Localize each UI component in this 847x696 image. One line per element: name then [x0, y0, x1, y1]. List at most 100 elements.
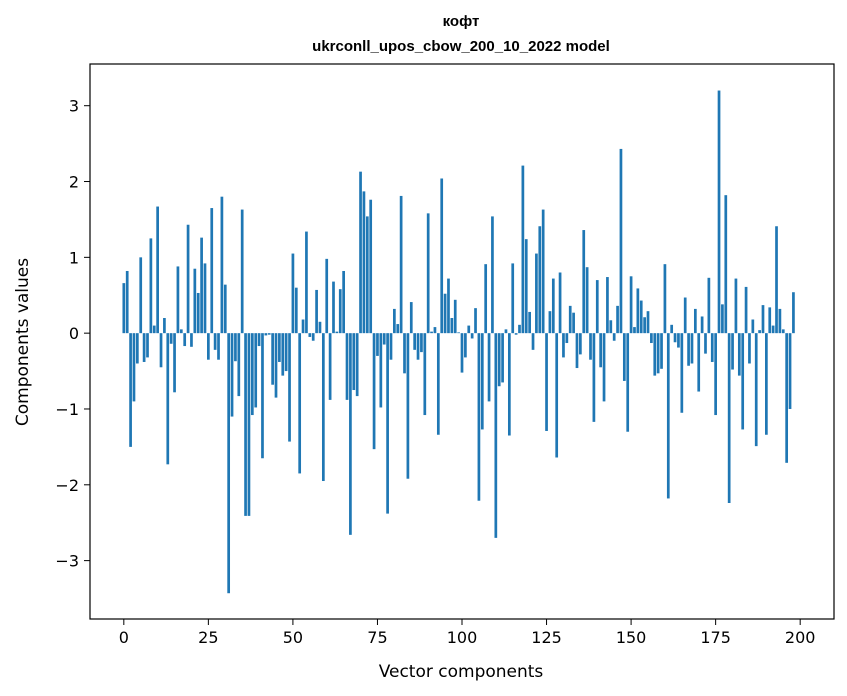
bar-61: [328, 333, 332, 400]
bar-16: [176, 266, 180, 334]
bar-118: [521, 165, 525, 334]
bar-67: [349, 333, 352, 535]
bar-163: [673, 333, 677, 343]
bar-53: [301, 319, 305, 334]
x-tick-label: 150: [616, 628, 647, 647]
bar-90: [426, 213, 430, 334]
bar-82: [399, 195, 403, 334]
bar-139: [592, 333, 596, 422]
bar-37: [247, 333, 251, 516]
bar-177: [721, 304, 724, 334]
bar-81: [396, 324, 400, 334]
bar-58: [318, 321, 322, 334]
bar-56: [311, 333, 315, 341]
bar-12: [163, 318, 166, 334]
bar-190: [765, 333, 768, 435]
bar-181: [734, 278, 738, 334]
bar-78: [386, 333, 389, 514]
bar-64: [338, 289, 342, 334]
bar-127: [551, 278, 555, 334]
bar-165: [680, 333, 684, 413]
bar-76: [379, 333, 383, 408]
bar-119: [524, 239, 528, 334]
bar-17: [179, 329, 183, 334]
bar-72: [365, 216, 369, 334]
bar-35: [240, 209, 244, 334]
bar-110: [494, 333, 498, 538]
bar-176: [717, 90, 721, 334]
bar-25: [207, 333, 210, 360]
bar-21: [193, 268, 197, 334]
bar-138: [589, 333, 592, 360]
y-tick-label: 1: [69, 248, 79, 267]
bar-186: [751, 319, 755, 334]
x-axis-ticks: 0 25 50 75 100 125 150 175 200: [119, 619, 815, 647]
bar-100: [460, 333, 464, 373]
bar-151: [633, 327, 636, 334]
bar-144: [609, 320, 613, 334]
bar-13: [166, 333, 170, 465]
bar-73: [369, 199, 373, 334]
bar-49: [288, 333, 291, 442]
x-tick-label: 100: [447, 628, 478, 647]
bar-18: [183, 333, 187, 347]
chart-title: кофт: [443, 13, 480, 30]
bar-104: [474, 308, 477, 334]
bar-59: [321, 333, 325, 482]
y-tick-label: −3: [55, 552, 79, 571]
bar-133: [572, 312, 575, 334]
bar-166: [683, 297, 687, 334]
bar-108: [487, 333, 491, 402]
bar-146: [616, 305, 619, 334]
bar-135: [579, 333, 582, 355]
bar-198: [792, 292, 795, 334]
bar-42: [264, 333, 268, 336]
y-tick-label: −1: [55, 400, 79, 419]
bar-65: [342, 270, 345, 334]
bar-195: [781, 329, 785, 334]
bar-32: [230, 333, 234, 417]
bar-111: [497, 333, 501, 387]
bar-14: [169, 333, 173, 344]
bar-162: [670, 324, 674, 334]
bar-2: [129, 333, 132, 447]
x-tick-label: 175: [700, 628, 731, 647]
bar-196: [785, 333, 789, 463]
bar-123: [538, 226, 542, 334]
bar-96: [447, 278, 450, 334]
bar-161: [666, 333, 670, 499]
bar-145: [612, 333, 616, 341]
bar-40: [257, 333, 261, 347]
bar-103: [470, 333, 474, 339]
bar-105: [477, 333, 481, 501]
bar-44: [271, 333, 274, 385]
bar-80: [393, 308, 396, 334]
bar-46: [278, 333, 281, 362]
bar-174: [710, 333, 714, 362]
bar-93: [436, 333, 440, 435]
x-tick-label: 25: [198, 628, 218, 647]
bar-43: [267, 333, 271, 335]
bar-5: [139, 257, 143, 334]
bar-8: [149, 238, 153, 334]
bar-23: [200, 237, 203, 334]
bar-24: [203, 263, 207, 334]
bar-27: [213, 333, 217, 350]
bar-158: [656, 333, 660, 374]
bar-191: [768, 307, 772, 334]
bar-185: [748, 333, 751, 364]
bar-113: [504, 329, 508, 334]
bar-88: [420, 333, 423, 353]
bar-187: [754, 333, 758, 447]
bar-84: [406, 333, 410, 479]
bar-132: [568, 305, 572, 334]
bar-147: [619, 148, 623, 334]
bar-50: [291, 253, 295, 334]
bar-33: [234, 333, 237, 362]
bar-54: [305, 231, 308, 334]
bar-57: [315, 289, 318, 334]
bar-68: [352, 333, 356, 391]
bar-137: [585, 267, 589, 334]
bar-197: [788, 333, 792, 409]
bar-11: [159, 333, 163, 368]
